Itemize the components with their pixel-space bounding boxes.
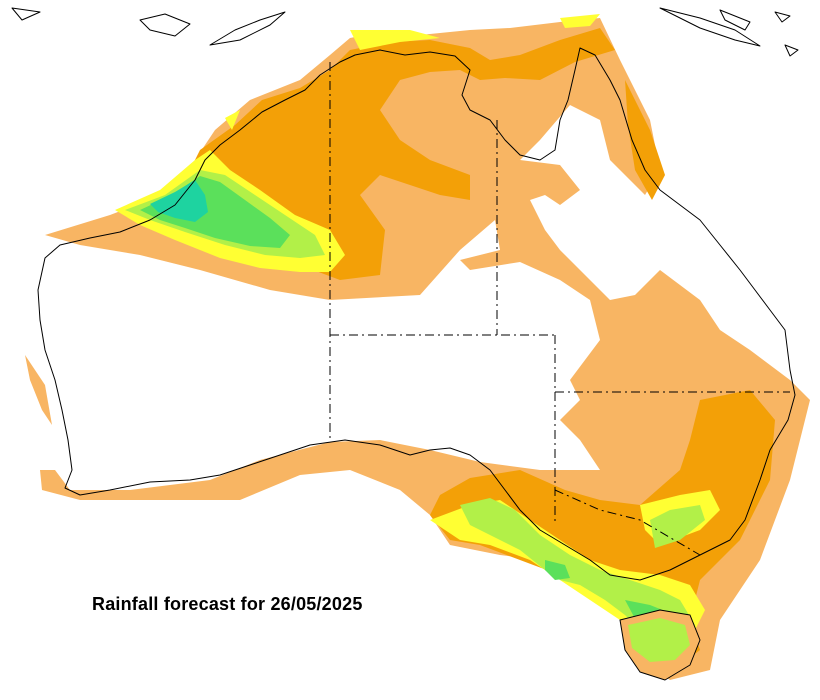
forecast-title: Rainfall forecast for 26/05/2025 (92, 594, 363, 614)
tasmania (619, 609, 701, 681)
northern-islands (11, 7, 799, 57)
state-borders (329, 62, 790, 556)
australia-coastline (37, 47, 796, 581)
